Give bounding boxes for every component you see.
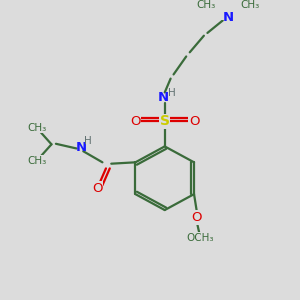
- Text: CH₃: CH₃: [27, 123, 46, 133]
- Text: O: O: [192, 211, 202, 224]
- Text: CH₃: CH₃: [196, 0, 216, 10]
- Text: O: O: [130, 115, 140, 128]
- Text: S: S: [160, 115, 170, 128]
- Text: N: N: [75, 141, 86, 154]
- Text: OCH₃: OCH₃: [186, 232, 214, 243]
- Text: N: N: [223, 11, 234, 24]
- Text: O: O: [189, 115, 200, 128]
- Text: H: H: [168, 88, 176, 98]
- Text: O: O: [92, 182, 102, 195]
- Text: CH₃: CH₃: [27, 156, 46, 166]
- Text: H: H: [84, 136, 92, 146]
- Text: N: N: [158, 92, 169, 104]
- Text: CH₃: CH₃: [241, 0, 260, 10]
